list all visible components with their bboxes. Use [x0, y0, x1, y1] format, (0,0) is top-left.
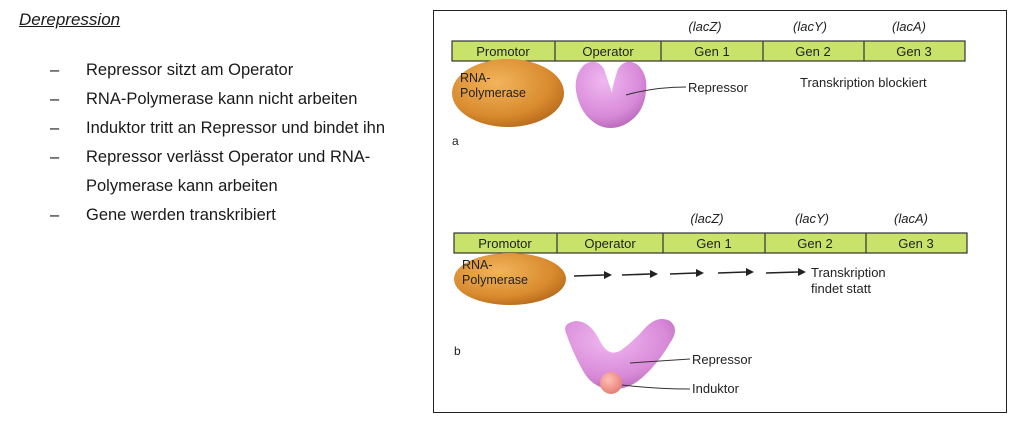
inducer-label: Induktor — [692, 381, 740, 396]
polymerase-label-line2: Polymerase — [460, 86, 526, 100]
polymerase-label-line2: Polymerase — [462, 273, 528, 287]
transcription-arrows — [573, 268, 806, 279]
dna-bar: Promotor Operator Gen 1 Gen 2 Gen 3 — [451, 40, 966, 62]
bullet-text: Repressor verlässt Operator und RNA-Poly… — [86, 148, 371, 195]
gene-name-lacy: (lacY) — [793, 19, 827, 34]
gene-name-laca: (lacA) — [892, 19, 926, 34]
rna-polymerase-blob — [454, 253, 566, 305]
polymerase-label-line1: RNA- — [462, 258, 493, 272]
inducer-pointer — [621, 384, 691, 390]
operon-diagram: (lacZ) (lacY) (lacA) Promotor Operator G… — [451, 19, 968, 396]
polymerase-label-line1: RNA- — [460, 71, 491, 85]
bullet-text: Gene werden transkribiert — [86, 206, 276, 224]
status-line1: Transkription — [811, 265, 886, 280]
gene-name-lacy: (lacY) — [795, 211, 829, 226]
gene-name-laca: (lacA) — [894, 211, 928, 226]
bullet-item: – Gene werden transkribiert — [50, 201, 420, 230]
segment-gen-1: Gen 1 — [694, 44, 729, 59]
dash-icon: – — [50, 119, 60, 137]
segment-promotor: Promotor — [476, 44, 530, 59]
bullet-text: RNA-Polymerase kann nicht arbeiten — [86, 90, 358, 108]
section-heading: Derepression — [19, 10, 121, 29]
repressor-label: Repressor — [692, 352, 753, 367]
repressor-blob — [565, 319, 675, 390]
repressor-pointer — [629, 358, 691, 364]
panel-a: (lacZ) (lacY) (lacA) Promotor Operator G… — [451, 19, 966, 148]
bullet-text: Induktor tritt an Repressor und bindet i… — [86, 119, 386, 137]
bullet-text: Repressor sitzt am Operator — [86, 61, 294, 79]
bullet-item: – RNA-Polymerase kann nicht arbeiten — [50, 85, 420, 114]
dna-bar: Promotor Operator Gen 1 Gen 2 Gen 3 — [453, 232, 968, 254]
segment-gen-2: Gen 2 — [797, 236, 832, 251]
gene-name-lacz: (lacZ) — [690, 211, 723, 226]
lac-operon-figure: (lacZ) (lacY) (lacA) Promotor Operator G… — [433, 10, 1007, 413]
dash-icon: – — [50, 90, 60, 108]
bullet-item: – Repressor verlässt Operator und RNA-Pol… — [50, 143, 420, 201]
segment-gen-3: Gen 3 — [896, 44, 931, 59]
rna-polymerase-blob — [452, 59, 564, 127]
panel-b-letter: b — [454, 344, 461, 358]
dash-icon: – — [50, 206, 60, 224]
bullet-item: – Induktor tritt an Repressor und bindet … — [50, 114, 420, 143]
gene-name-lacz: (lacZ) — [688, 19, 721, 34]
inducer-ball — [600, 372, 622, 394]
segment-gen-3: Gen 3 — [898, 236, 933, 251]
repressor-blob — [575, 61, 647, 128]
segment-gen-2: Gen 2 — [795, 44, 830, 59]
repressor-label: Repressor — [688, 80, 749, 95]
panel-a-letter: a — [452, 134, 459, 148]
repressor-pointer — [625, 86, 687, 96]
dash-icon: – — [50, 148, 60, 166]
bullet-item: – Repressor sitzt am Operator — [50, 56, 420, 85]
dash-icon: – — [50, 61, 60, 79]
panel-b: (lacZ) (lacY) (lacA) Promotor Operator G… — [453, 211, 968, 396]
segment-operator: Operator — [584, 236, 636, 251]
bullet-list: – Repressor sitzt am Operator – RNA-Polyme… — [50, 56, 420, 230]
status-line2: findet statt — [811, 281, 871, 296]
status-blocked: Transkription blockiert — [800, 75, 927, 90]
segment-gen-1: Gen 1 — [696, 236, 731, 251]
segment-promotor: Promotor — [478, 236, 532, 251]
segment-operator: Operator — [582, 44, 634, 59]
